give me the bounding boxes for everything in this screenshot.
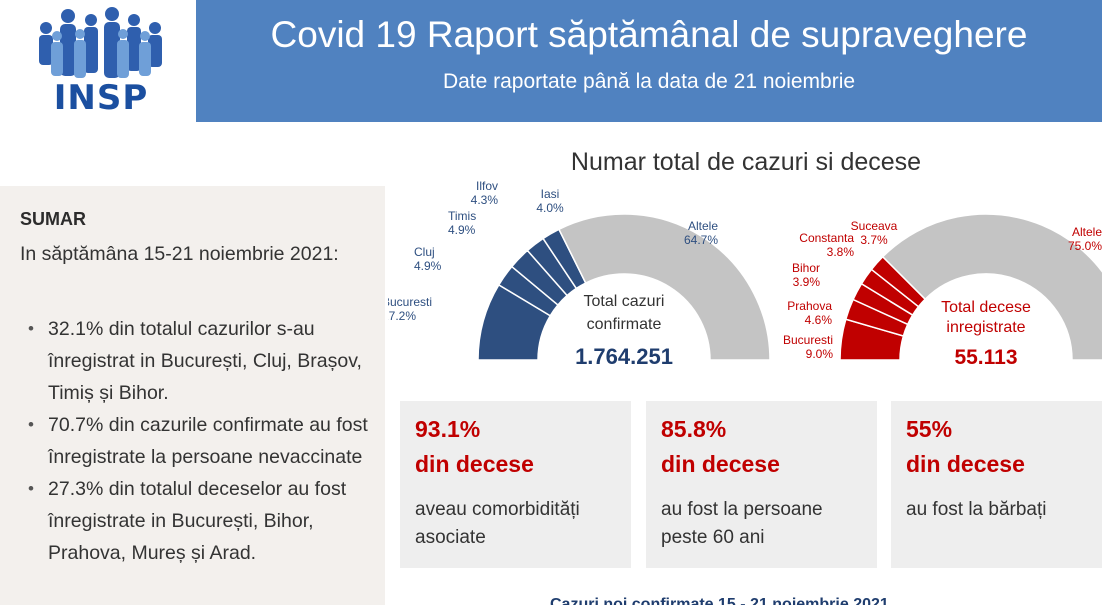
slice-label-name: Cluj bbox=[414, 245, 435, 259]
stat-percent: 93.1% bbox=[415, 416, 481, 442]
stat-label: din decese bbox=[661, 451, 780, 477]
summary-list: 32.1% din totalul cazurilor s-au înregis… bbox=[20, 313, 380, 569]
slice-label-value: 3.8% bbox=[827, 245, 855, 259]
donut-slice-altele bbox=[881, 213, 1102, 361]
center-label-line: Total decese bbox=[941, 299, 1031, 316]
slice-label-value: 4.6% bbox=[805, 313, 833, 327]
slice-label-value: 4.0% bbox=[536, 201, 564, 215]
center-label-line: Total cazuri bbox=[584, 293, 665, 310]
report-subtitle: Date raportate până la data de 21 noiemb… bbox=[442, 70, 856, 93]
stat-percent: 55% bbox=[906, 416, 953, 442]
people-silhouettes-icon bbox=[39, 7, 162, 78]
slice-label-name: Timis bbox=[448, 209, 476, 223]
donut-slice-altele bbox=[557, 213, 771, 361]
stat-description: aveau comorbidități asociate bbox=[415, 499, 580, 548]
footer-caption: Cazuri noi confirmate 15 - 21 noiembrie … bbox=[550, 596, 889, 605]
slice-label-value: 75.0% bbox=[1068, 239, 1102, 253]
center-label-line: inregistrate bbox=[946, 319, 1025, 336]
stat-card-gender: 55% din decese au fost la bărbați bbox=[891, 401, 1102, 568]
slice-label-name: Suceava bbox=[851, 219, 898, 233]
slice-label-value: 9.0% bbox=[806, 347, 834, 361]
summary-heading: SUMAR bbox=[20, 209, 86, 229]
slice-label-name: Bucuresti bbox=[388, 295, 432, 309]
slice-label-value: 4.9% bbox=[414, 259, 442, 273]
slice-label-value: 3.7% bbox=[860, 233, 888, 247]
slice-label-value: 4.9% bbox=[448, 223, 476, 237]
slice-label-value: 4.3% bbox=[471, 193, 499, 207]
stat-description: au fost la bărbați bbox=[906, 499, 1047, 520]
summary-intro: In săptămâna 15-21 noiembrie 2021: bbox=[20, 243, 339, 265]
charts-area: Bucuresti17.2%Cluj4.9%Timis4.9%Ilfov4.3%… bbox=[388, 179, 1102, 369]
summary-item: 27.3% din totalul deceselor au fost înre… bbox=[20, 473, 380, 569]
header-banner: Covid 19 Raport săptămânal de supraveghe… bbox=[196, 0, 1102, 122]
summary-panel: SUMAR In săptămâna 15-21 noiembrie 2021:… bbox=[0, 186, 385, 605]
center-label-line: confirmate bbox=[587, 316, 662, 333]
report-title: Covid 19 Raport săptămânal de supraveghe… bbox=[270, 14, 1028, 55]
chart-total-value: 1.764.251 bbox=[575, 344, 673, 369]
slice-label-value: 17.2% bbox=[388, 309, 416, 323]
stat-label: din decese bbox=[906, 451, 1025, 477]
slice-label-name: Iasi bbox=[541, 187, 560, 201]
slice-label-name: Bucuresti bbox=[783, 333, 833, 347]
chart-total-value: 55.113 bbox=[954, 346, 1017, 369]
stat-description: au fost la persoane peste 60 ani bbox=[661, 499, 823, 548]
stat-card-age: 85.8% din decese au fost la persoane pes… bbox=[646, 401, 877, 568]
insp-logo: INSP bbox=[28, 6, 174, 118]
slice-label-name: Ilfov bbox=[476, 179, 498, 193]
charts-title: Numar total de cazuri si decese bbox=[570, 148, 922, 176]
slice-label-name: Prahova bbox=[787, 299, 832, 313]
slice-label-name: Constanta bbox=[799, 231, 854, 245]
summary-item: 32.1% din totalul cazurilor s-au înregis… bbox=[20, 313, 380, 409]
stat-label: din decese bbox=[415, 451, 534, 477]
slice-label-value: 64.7% bbox=[684, 233, 718, 247]
slice-label-name: Altele bbox=[1072, 225, 1102, 239]
logo-text: INSP bbox=[53, 78, 149, 118]
summary-item: 70.7% din cazurile confirmate au fost în… bbox=[20, 409, 380, 473]
slice-label-value: 3.9% bbox=[793, 275, 821, 289]
stat-percent: 85.8% bbox=[661, 416, 727, 442]
stat-card-comorbidities: 93.1% din decese aveau comorbidități aso… bbox=[400, 401, 631, 568]
slice-label-name: Bihor bbox=[792, 261, 820, 275]
slice-label-name: Altele bbox=[688, 219, 718, 233]
